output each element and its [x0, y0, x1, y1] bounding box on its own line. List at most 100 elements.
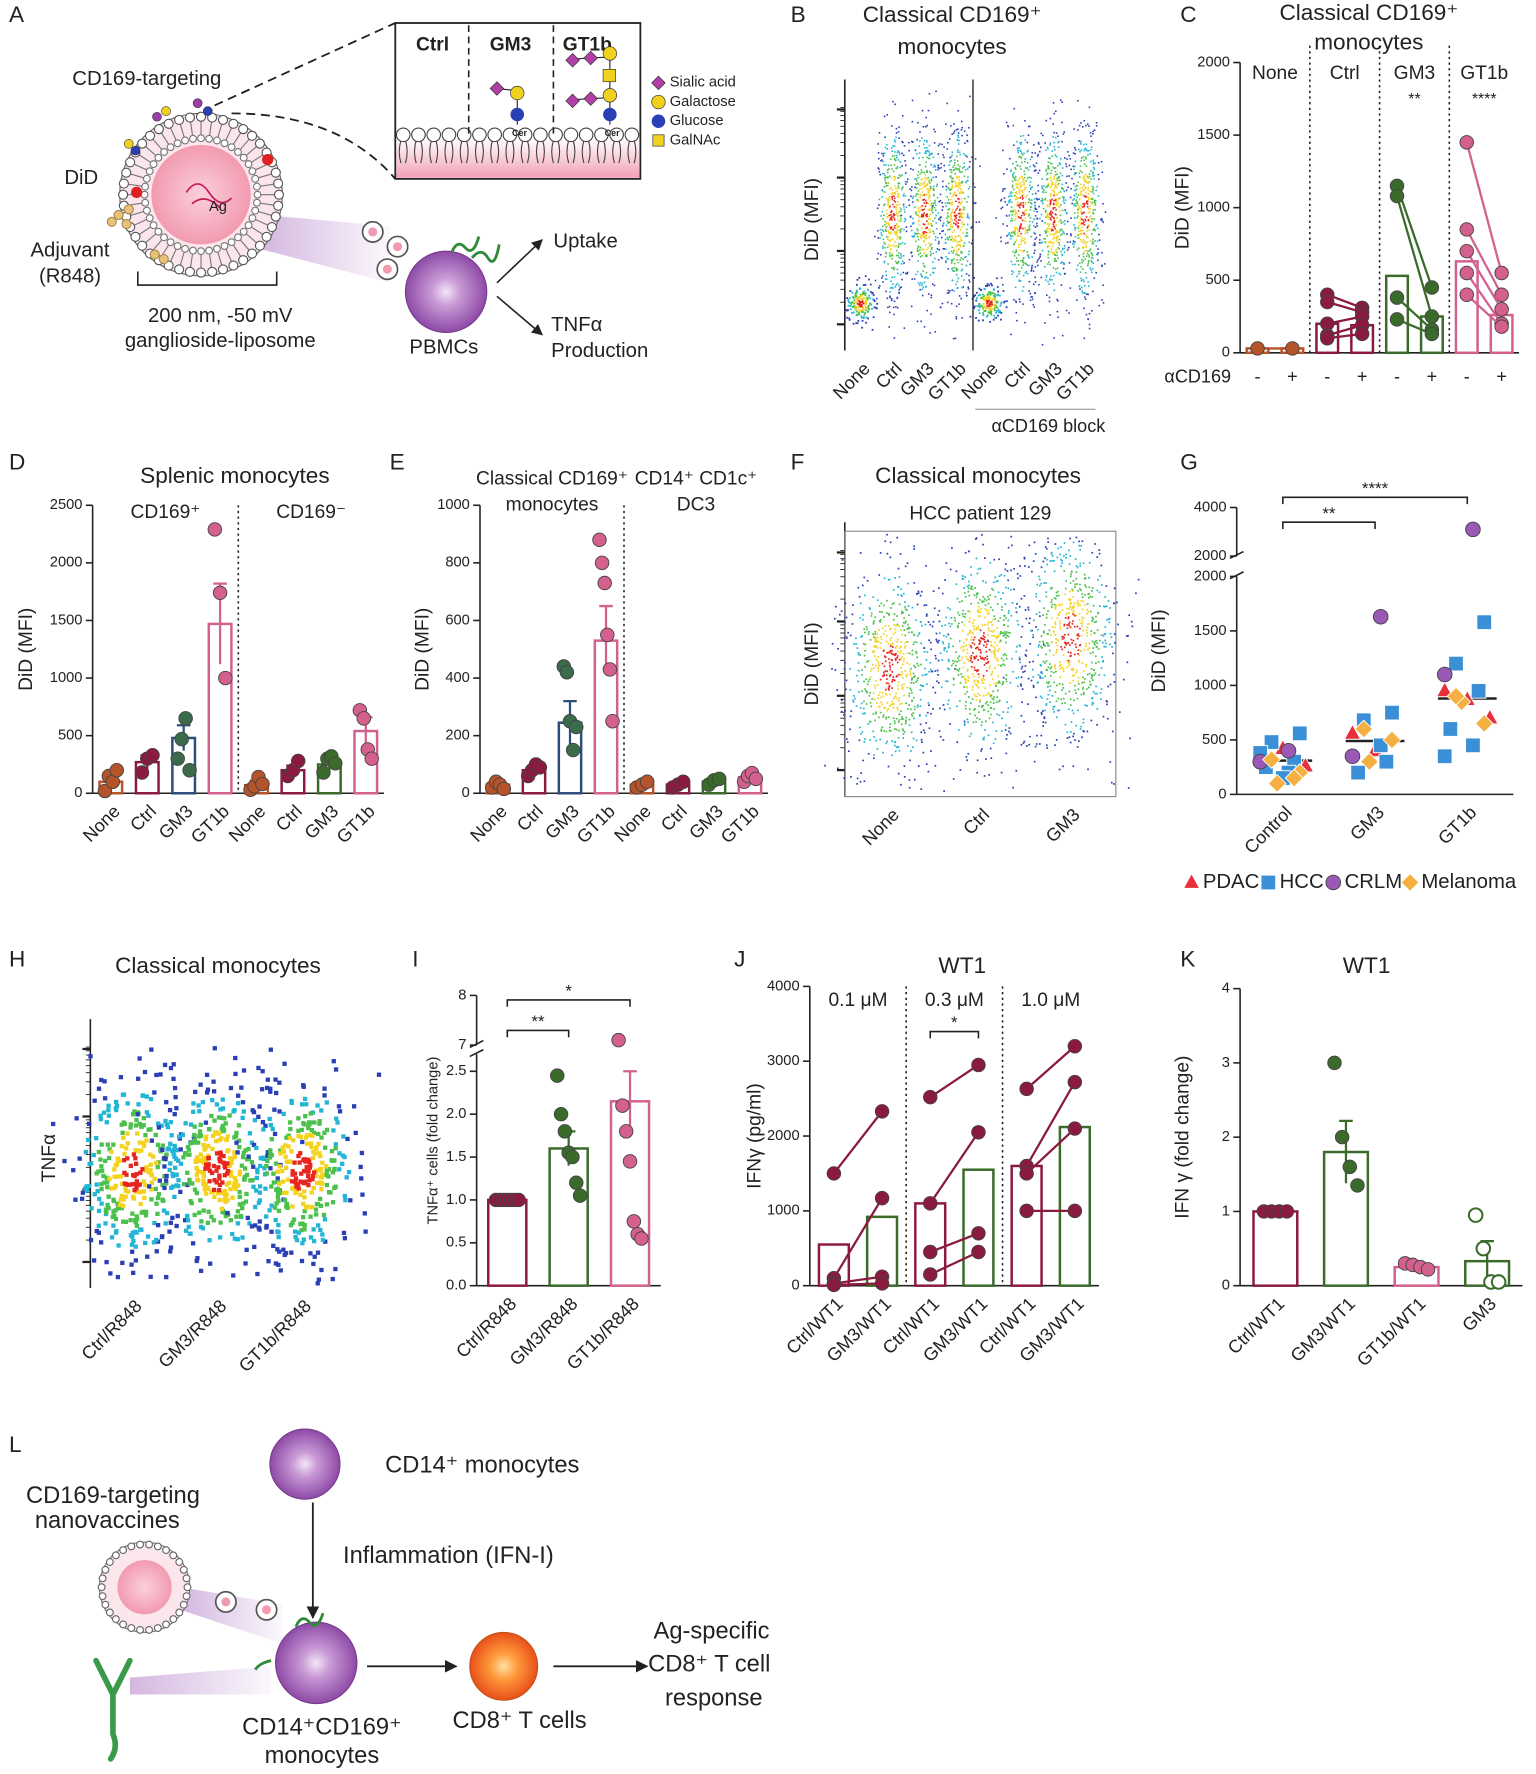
density-dot — [929, 208, 931, 210]
density-dot — [922, 685, 925, 688]
density-dot — [877, 252, 880, 255]
density-dot — [945, 650, 948, 653]
density-dot — [1088, 224, 1090, 226]
density-dot — [993, 696, 996, 698]
density-dot — [1005, 680, 1008, 683]
density-dot — [900, 217, 902, 220]
density-dot — [1027, 677, 1030, 680]
density-dot — [962, 615, 965, 618]
density-dot — [916, 662, 919, 665]
density-dot — [1007, 612, 1010, 614]
density-dot — [947, 258, 949, 260]
density-dot — [1033, 210, 1036, 212]
density-dot — [1046, 558, 1048, 561]
density-dot — [927, 218, 930, 220]
density-dot — [885, 693, 888, 696]
density-dot — [1063, 196, 1065, 199]
density-dot — [895, 624, 897, 627]
density-dot — [987, 297, 990, 300]
density-dot — [989, 621, 992, 623]
density-dot — [860, 303, 863, 306]
density-dot — [949, 192, 952, 195]
density-dot — [971, 688, 974, 691]
density-dot — [1089, 190, 1091, 193]
density-dot — [919, 621, 922, 623]
density-dot — [918, 715, 921, 717]
density-dot — [1020, 143, 1022, 146]
density-dot — [925, 215, 928, 218]
density-dot — [959, 214, 962, 217]
density-dot — [897, 149, 899, 152]
density-dot — [1093, 178, 1095, 180]
density-dot — [980, 288, 983, 291]
density-dot — [1030, 268, 1033, 271]
density-dot — [980, 637, 982, 640]
density-dot — [955, 223, 957, 225]
density-dot — [925, 161, 927, 163]
density-dot — [1076, 201, 1078, 203]
lipid-tail — [398, 140, 408, 164]
density-dot — [895, 167, 897, 170]
density-dot — [897, 260, 900, 263]
density-dot — [939, 306, 942, 308]
density-dot — [910, 708, 912, 711]
density-dot — [1027, 201, 1030, 204]
density-dot — [947, 228, 949, 231]
density-dot — [896, 212, 898, 215]
density-dot — [890, 644, 892, 646]
point — [255, 776, 270, 792]
density-dot — [1061, 562, 1064, 564]
density-dot — [1011, 602, 1014, 604]
glycan-galactose — [602, 88, 617, 103]
lipid-head — [197, 134, 205, 143]
density-dot — [897, 131, 900, 133]
density-dot — [1072, 735, 1075, 738]
density-dot — [890, 637, 893, 639]
density-dot — [995, 685, 997, 687]
density-dot — [947, 606, 949, 609]
density-dot — [933, 202, 935, 205]
lipid-head — [253, 190, 262, 199]
density-dot — [888, 206, 890, 209]
density-dot — [958, 667, 961, 670]
density-dot — [948, 187, 950, 190]
density-dot — [885, 182, 888, 185]
density-dot — [960, 238, 962, 241]
density-dot — [1005, 641, 1007, 644]
y-tick-label: 800 — [445, 555, 469, 571]
density-dot — [960, 191, 963, 193]
density-dot — [1013, 171, 1015, 174]
density-dot — [928, 228, 930, 231]
density-dot — [892, 618, 895, 621]
density-dot — [917, 174, 919, 177]
density-dot — [1083, 296, 1086, 298]
density-dot — [1027, 703, 1029, 706]
density-dot — [899, 553, 902, 555]
density-dot — [901, 625, 904, 627]
lipid-head — [189, 246, 197, 255]
density-dot — [1101, 264, 1103, 267]
density-dot — [864, 649, 866, 652]
density-dot — [967, 196, 970, 198]
density-dot — [1070, 168, 1072, 171]
density-dot — [1101, 656, 1104, 658]
density-dot — [882, 225, 884, 228]
density-dot — [1009, 192, 1012, 195]
density-dot — [1055, 716, 1058, 719]
density-dot — [1049, 278, 1051, 280]
density-dot — [1061, 254, 1064, 257]
density-dot — [910, 678, 913, 681]
y-tick-label: 400 — [445, 670, 469, 686]
density-dot — [864, 665, 867, 668]
density-dot — [1034, 552, 1037, 555]
density-dot — [886, 171, 889, 174]
density-dot — [1059, 191, 1062, 193]
density-dot — [904, 272, 907, 275]
density-dot — [941, 592, 944, 595]
density-dot — [1065, 309, 1068, 312]
density-dot — [923, 731, 926, 734]
density-dot — [1021, 701, 1023, 704]
ligand — [161, 106, 171, 116]
density-dot — [883, 152, 886, 155]
density-dot — [929, 668, 932, 671]
